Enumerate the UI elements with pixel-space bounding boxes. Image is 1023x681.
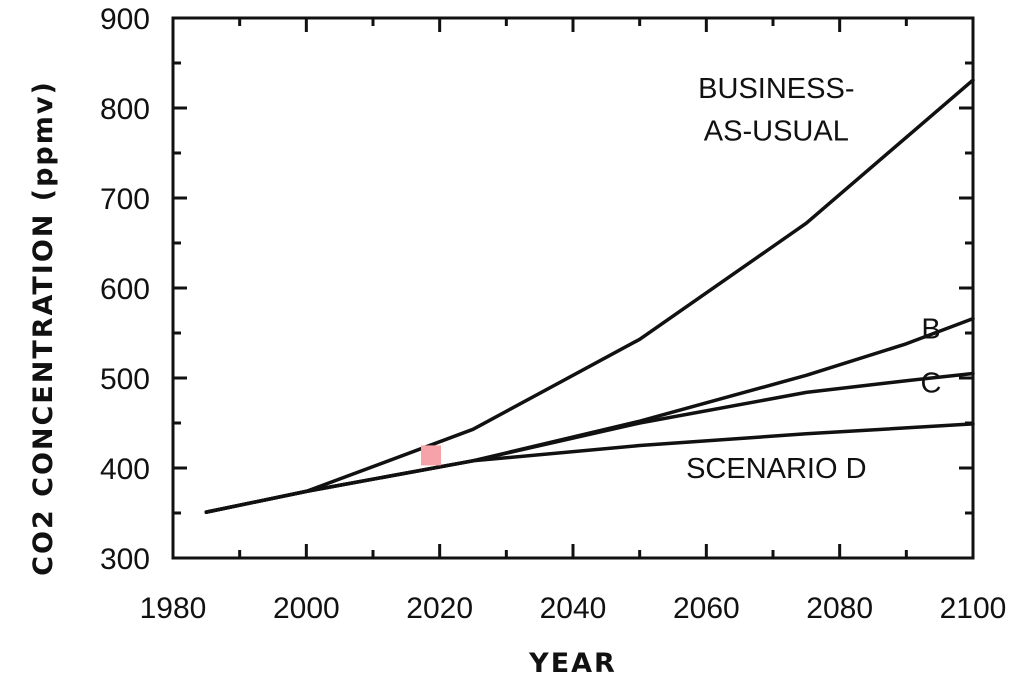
series-line-c xyxy=(204,371,975,514)
annotations: BUSINESS- AS-USUAL BC SCENARIO D xyxy=(686,73,941,485)
y-tick-label: 500 xyxy=(100,363,150,396)
series-line-scenario-d xyxy=(204,422,975,514)
y-axis-label: CO2 CONCENTRATION (ppmv) xyxy=(28,80,59,576)
axis-ticks xyxy=(171,16,975,560)
x-tick-label: 2060 xyxy=(673,592,740,625)
y-tick-label: 700 xyxy=(100,183,150,216)
annotation-b: B xyxy=(921,314,940,346)
x-tick-label: 2040 xyxy=(540,592,607,625)
series-line-business-as-usual xyxy=(204,78,975,514)
y-tick-label: 400 xyxy=(100,453,150,486)
series-lines xyxy=(204,78,975,514)
annotation-bau1: BUSINESS- xyxy=(698,73,854,105)
x-tick-label: 2020 xyxy=(406,592,473,625)
x-tick-label: 2080 xyxy=(806,592,873,625)
highlight-marker-layer xyxy=(421,445,441,466)
annotation-c: C xyxy=(921,368,942,400)
x-axis-label: YEAR xyxy=(528,648,617,679)
x-tick-label: 1980 xyxy=(140,592,207,625)
annotation-d: SCENARIO D xyxy=(686,453,866,485)
x-tick-label: 2000 xyxy=(273,592,340,625)
tick-labels: 1980 2000 2020 2040 2060 2080 2100 300 400 500 600… xyxy=(100,3,1006,625)
y-tick-label: 900 xyxy=(100,3,150,36)
annotation-bau2: AS-USUAL xyxy=(704,116,849,148)
x-tick-label: 2100 xyxy=(940,592,1007,625)
highlight-marker xyxy=(421,445,441,466)
y-tick-label: 800 xyxy=(100,93,150,126)
y-tick-label: 600 xyxy=(100,273,150,306)
y-tick-label: 300 xyxy=(100,543,150,576)
